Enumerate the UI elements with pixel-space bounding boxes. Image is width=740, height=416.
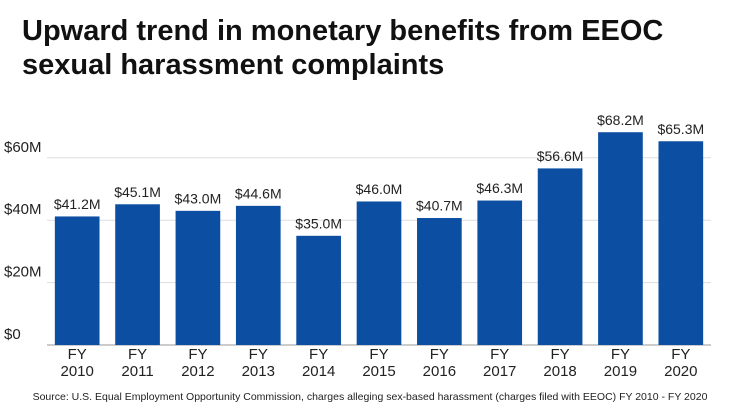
- value-label: $45.1M: [114, 184, 161, 200]
- y-tick-label: $0: [4, 326, 21, 343]
- bar: [658, 141, 704, 345]
- bar: [175, 210, 221, 345]
- x-tick-label: FY 2016: [423, 346, 456, 380]
- value-label: $65.3M: [657, 121, 704, 137]
- x-tick-label: FY 2014: [302, 346, 335, 380]
- value-label: $41.2M: [54, 196, 101, 212]
- x-tick-label: FY 2010: [60, 346, 93, 380]
- bar: [235, 205, 281, 345]
- bar: [54, 216, 100, 345]
- value-label: $56.6M: [537, 148, 584, 164]
- value-label: $40.7M: [416, 198, 463, 214]
- bar: [537, 168, 583, 345]
- bar: [417, 218, 462, 345]
- x-tick-label: FY 2011: [121, 346, 153, 380]
- y-tick-label: $40M: [4, 201, 42, 218]
- bar: [296, 235, 341, 345]
- source-note: Source: U.S. Equal Employment Opportunit…: [32, 391, 708, 403]
- y-tick-label: $20M: [4, 264, 42, 281]
- x-tick-label: FY 2013: [242, 346, 275, 380]
- y-tick-label: $60M: [4, 139, 42, 156]
- chart-title: Upward trend in monetary benefits from E…: [22, 15, 664, 81]
- value-label: $43.0M: [175, 191, 222, 207]
- value-label: $46.0M: [356, 181, 403, 197]
- bar: [115, 204, 160, 345]
- bar: [598, 132, 643, 345]
- value-label: $68.2M: [597, 112, 644, 128]
- x-tick-label: FY 2017: [483, 346, 516, 380]
- value-label: $46.3M: [476, 180, 523, 196]
- x-tick-label: FY 2015: [362, 346, 395, 380]
- value-label: $35.0M: [295, 216, 342, 232]
- x-tick-label: FY 2019: [604, 346, 637, 380]
- x-tick-label: FY 2012: [181, 346, 214, 380]
- value-label: $44.6M: [235, 186, 282, 202]
- bar: [356, 201, 402, 345]
- x-tick-label: FY 2020: [664, 346, 697, 380]
- x-tick-label: FY 2018: [543, 346, 576, 380]
- bar: [477, 200, 523, 345]
